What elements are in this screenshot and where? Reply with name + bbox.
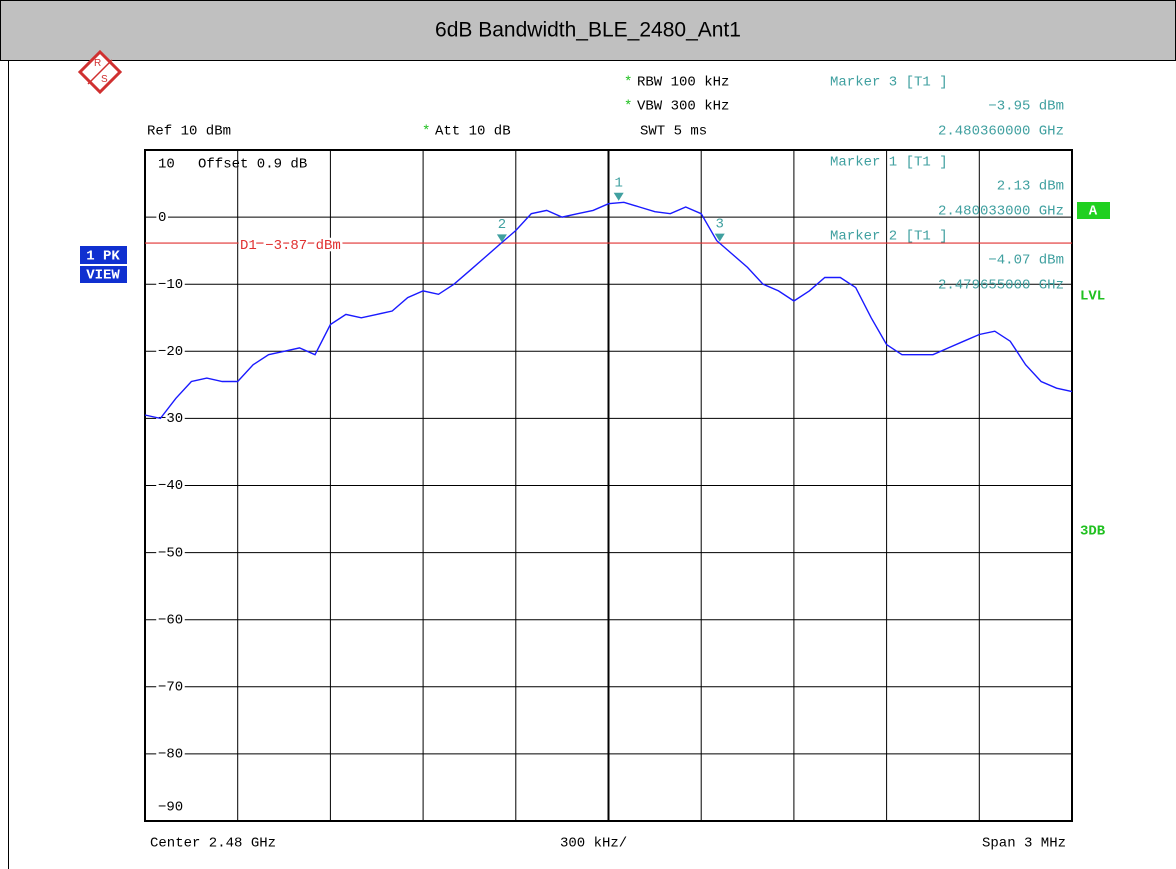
lvl: LVL xyxy=(1080,289,1105,305)
marker-freq: 2.480033000 GHz xyxy=(938,204,1064,220)
trace-mode-box xyxy=(80,266,127,283)
y-tick-label: −90 xyxy=(158,800,183,816)
svg-text:R: R xyxy=(94,58,101,69)
y-tick-label: −40 xyxy=(158,478,183,494)
y-tick-label: 0 xyxy=(158,210,166,226)
attenuation: Att 10 dB xyxy=(435,124,511,140)
y-tick-label: −20 xyxy=(158,344,183,360)
sweep-time: SWT 5 ms xyxy=(640,124,707,140)
marker-freq: 2.479655000 GHz xyxy=(938,278,1064,294)
marker-level: 2.13 dBm xyxy=(997,179,1064,195)
marker-level: −3.95 dBm xyxy=(988,99,1064,115)
trace-label: A xyxy=(1089,204,1098,220)
ref-level: Ref 10 dBm xyxy=(147,124,231,140)
offset: Offset 0.9 dB xyxy=(198,157,307,173)
marker xyxy=(714,233,725,242)
per-div: 300 kHz/ xyxy=(560,836,627,852)
trace-mode: VIEW xyxy=(86,268,120,284)
vbw: VBW 300 kHz xyxy=(637,99,729,115)
marker-level: −4.07 dBm xyxy=(988,253,1064,269)
star: * xyxy=(624,75,632,91)
y-tick-label: −80 xyxy=(158,747,183,763)
center-freq: Center 2.48 GHz xyxy=(150,836,276,852)
trace-mode-box xyxy=(80,246,127,264)
rbw: RBW 100 kHz xyxy=(637,75,729,91)
3db: 3DB xyxy=(1080,524,1106,540)
y-tick-label: −10 xyxy=(158,277,183,293)
marker-name: Marker 1 [T1 ] xyxy=(830,155,948,171)
logo: R S xyxy=(77,49,123,95)
y-tick-label: −50 xyxy=(158,545,183,561)
marker-name: Marker 2 [T1 ] xyxy=(830,229,948,245)
title: 6dB Bandwidth_BLE_2480_Ant1 xyxy=(435,19,741,42)
marker xyxy=(496,234,507,243)
trace-box xyxy=(1077,202,1110,219)
star: * xyxy=(422,124,430,140)
svg-text:S: S xyxy=(101,74,108,85)
y-tick-label: −30 xyxy=(158,411,183,427)
star: * xyxy=(624,99,632,115)
trace-mode: 1 PK xyxy=(86,249,120,265)
marker-number: 3 xyxy=(716,216,724,232)
y-tick-label: 10 xyxy=(158,157,175,173)
display-line-label: D1 −3.87 dBm xyxy=(240,238,341,254)
title-bar xyxy=(0,0,1176,61)
marker-number: 1 xyxy=(614,176,622,192)
marker xyxy=(613,192,624,201)
y-tick-label: −60 xyxy=(158,612,183,628)
trace xyxy=(144,201,1073,420)
marker-number: 2 xyxy=(498,217,506,233)
span: Span 3 MHz xyxy=(982,836,1066,852)
y-tick-label: −70 xyxy=(158,680,183,696)
marker-freq: 2.480360000 GHz xyxy=(938,124,1064,140)
marker-name: Marker 3 [T1 ] xyxy=(830,75,948,91)
